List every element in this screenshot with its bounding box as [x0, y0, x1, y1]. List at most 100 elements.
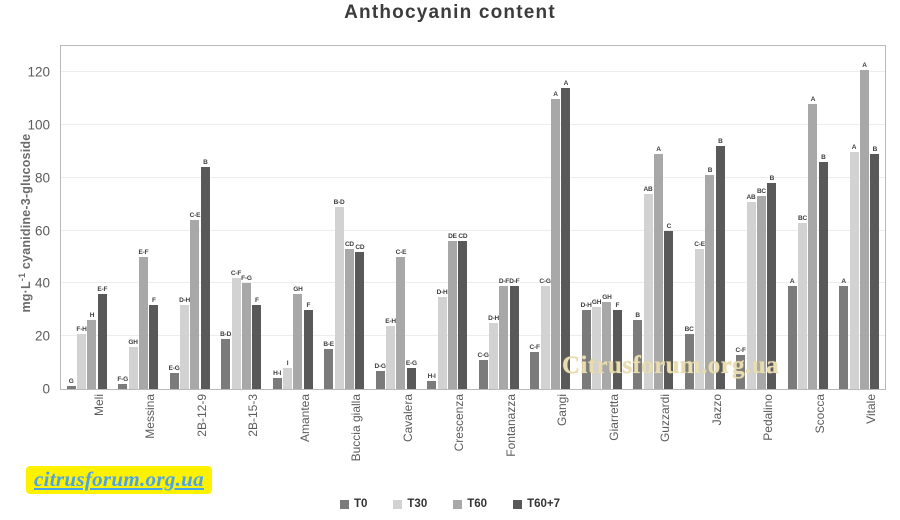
- bar[interactable]: A: [550, 91, 560, 389]
- bar[interactable]: A: [808, 96, 818, 389]
- bar[interactable]: AB: [746, 194, 756, 389]
- legend-label: T0: [353, 498, 368, 510]
- bar[interactable]: B: [705, 167, 715, 389]
- bar-groups: G F-H H E-F F-G GH E-F F E-G D-H C-E B B-D C-F F-G F H-I…: [61, 46, 885, 389]
- bar[interactable]: B: [715, 138, 725, 389]
- bar[interactable]: GH: [592, 299, 601, 389]
- bar[interactable]: F: [149, 297, 159, 389]
- bar-significance-label: B-E: [323, 341, 334, 349]
- bar-significance-label: F: [306, 301, 311, 309]
- bar[interactable]: D-F: [509, 278, 520, 389]
- bar[interactable]: B: [200, 159, 210, 389]
- bar[interactable]: E-H: [385, 318, 396, 389]
- bar-significance-label: A: [563, 80, 569, 88]
- bar-significance-label: C-F: [735, 346, 746, 354]
- bar[interactable]: GH: [293, 286, 303, 389]
- bar[interactable]: C-F: [736, 347, 746, 389]
- bar[interactable]: H-I: [272, 370, 282, 389]
- chart-title: Anthocyanin content: [344, 2, 556, 23]
- bar[interactable]: F: [252, 297, 262, 389]
- bar[interactable]: AB: [643, 186, 653, 389]
- bar[interactable]: GH: [602, 294, 612, 389]
- bar[interactable]: F: [612, 302, 622, 389]
- bar-significance-label: D-F: [498, 278, 510, 286]
- bar[interactable]: BC: [798, 215, 807, 389]
- legend-swatch-icon: [513, 499, 523, 509]
- bar[interactable]: C-E: [396, 249, 406, 389]
- bar-significance-label: F-G: [241, 275, 252, 283]
- bar[interactable]: C-E: [190, 212, 200, 389]
- bar-significance-label: D-H: [488, 315, 500, 323]
- bar[interactable]: A: [561, 80, 571, 389]
- legend-item[interactable]: T60+7: [513, 498, 560, 510]
- gridline-100: [61, 124, 885, 126]
- bar-significance-label: G: [68, 378, 74, 386]
- bar[interactable]: DE: [447, 233, 457, 389]
- bar[interactable]: H-I: [427, 373, 437, 389]
- bar-significance-label: H-I: [427, 373, 436, 381]
- legend-item[interactable]: T30: [393, 498, 427, 510]
- bar[interactable]: BC: [756, 188, 766, 389]
- bar[interactable]: H: [87, 312, 97, 389]
- bar[interactable]: G: [66, 378, 76, 389]
- x-axis-tick-labels: Meli Messina 2B-12-9 2B-15-3 Amantea Buccia g…: [61, 394, 885, 474]
- bar[interactable]: E-F: [139, 249, 149, 389]
- bar[interactable]: CD: [344, 241, 354, 389]
- bar[interactable]: A: [859, 62, 869, 389]
- bar[interactable]: D-H: [488, 315, 499, 389]
- bar[interactable]: F-G: [241, 275, 252, 389]
- bar-significance-label: F: [254, 296, 259, 304]
- bar[interactable]: C: [664, 223, 674, 389]
- x-tick-label: Gangi: [555, 394, 570, 427]
- bar[interactable]: B: [818, 154, 828, 389]
- bar[interactable]: I: [283, 360, 293, 389]
- bar[interactable]: A: [653, 146, 663, 389]
- bar[interactable]: A: [787, 278, 797, 389]
- bar-group: C-F AB BC B: [731, 46, 783, 389]
- x-tick-label: Amantea: [297, 394, 312, 443]
- bar[interactable]: C-E: [694, 241, 705, 389]
- bar[interactable]: D-H: [437, 289, 448, 389]
- bar[interactable]: C-F: [530, 344, 540, 389]
- bar-significance-label: C: [666, 222, 672, 230]
- legend-item[interactable]: T60: [453, 498, 487, 510]
- bar-group: F-G GH E-F F: [113, 46, 165, 389]
- bar[interactable]: F: [303, 302, 313, 389]
- bar[interactable]: CD: [355, 244, 365, 389]
- bar[interactable]: E-G: [169, 365, 180, 389]
- bar[interactable]: D-F: [499, 278, 509, 389]
- legend-item[interactable]: T0: [339, 498, 368, 510]
- bar[interactable]: B-D: [334, 199, 345, 389]
- bar[interactable]: BC: [684, 326, 694, 389]
- bar-significance-label: I: [286, 359, 289, 367]
- bar[interactable]: D-H: [581, 302, 592, 389]
- bar[interactable]: D-G: [374, 363, 386, 389]
- bar-significance-label: DE: [448, 233, 457, 241]
- bar[interactable]: B: [633, 312, 643, 389]
- bar[interactable]: F-G: [117, 376, 128, 389]
- bar[interactable]: GH: [128, 339, 138, 389]
- bar-significance-label: E-F: [97, 286, 108, 294]
- bar-significance-label: AB: [643, 185, 653, 193]
- bar-significance-label: A: [862, 61, 867, 69]
- bar[interactable]: CD: [458, 233, 468, 389]
- bar-group: G F-H H E-F: [61, 46, 113, 389]
- bar-significance-label: A: [810, 96, 816, 104]
- bar[interactable]: A: [839, 278, 849, 389]
- bar[interactable]: E-G: [406, 360, 417, 389]
- bar-significance-label: BC: [684, 325, 694, 333]
- bar-significance-label: GH: [602, 293, 612, 301]
- bar[interactable]: B: [767, 175, 777, 389]
- bar-significance-label: GH: [128, 338, 138, 346]
- bar[interactable]: B: [870, 146, 880, 389]
- x-tick-label: Crescenza: [452, 394, 467, 452]
- bar[interactable]: D-H: [179, 297, 190, 389]
- bar[interactable]: C-G: [539, 278, 551, 389]
- bar[interactable]: C-F: [231, 270, 241, 389]
- bar[interactable]: C-G: [477, 352, 489, 389]
- bar[interactable]: B-E: [323, 341, 334, 389]
- bar[interactable]: B-D: [220, 331, 231, 389]
- bar[interactable]: F-H: [76, 326, 87, 389]
- bar[interactable]: A: [849, 144, 859, 389]
- bar[interactable]: E-F: [97, 286, 107, 389]
